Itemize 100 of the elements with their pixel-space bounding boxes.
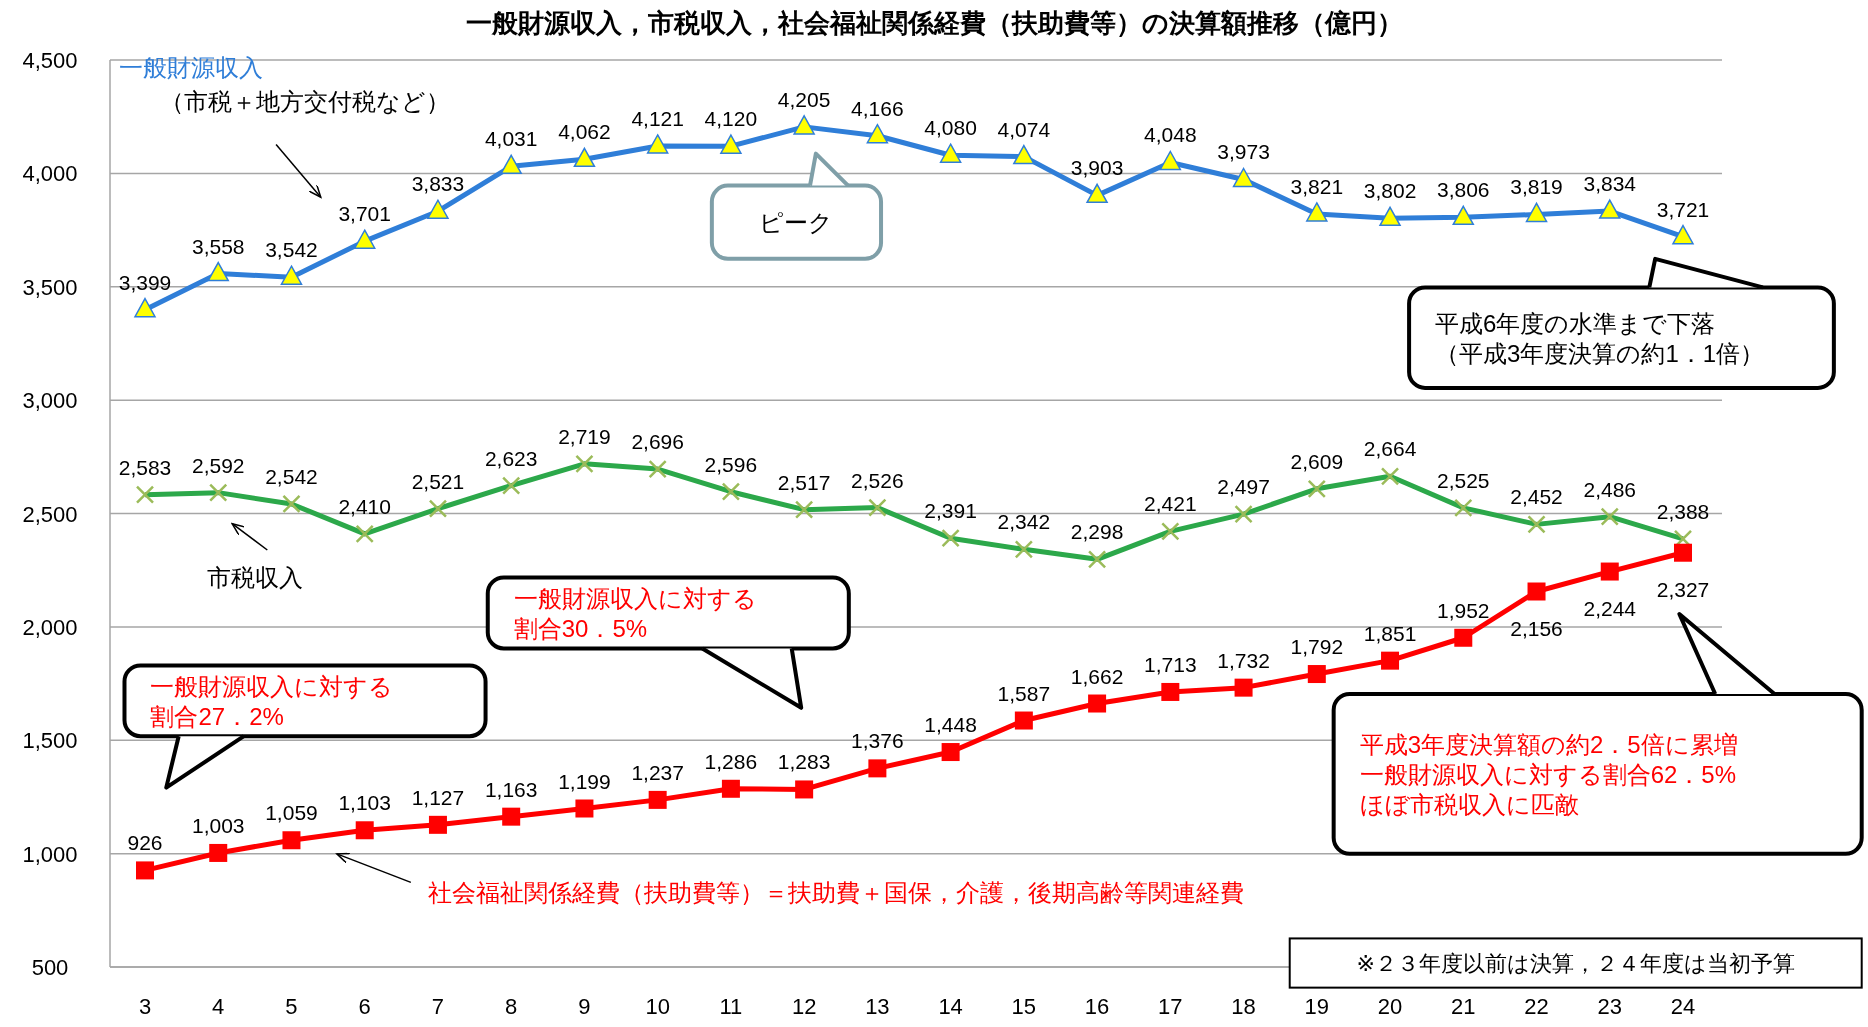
data-label: 2,623 bbox=[484, 446, 538, 470]
data-label: 4,062 bbox=[558, 120, 611, 144]
data-label: 3,806 bbox=[1437, 178, 1490, 202]
y-tick-label: 2,000 bbox=[22, 614, 78, 640]
data-label: 2,244 bbox=[1583, 596, 1637, 620]
data-label: 2,452 bbox=[1510, 485, 1563, 509]
data-label: 2,517 bbox=[777, 470, 831, 494]
y-tick-label: 3,000 bbox=[22, 388, 78, 414]
data-label: 4,048 bbox=[1144, 123, 1197, 147]
data-label: 2,526 bbox=[851, 468, 904, 492]
x-tick-label: 16 bbox=[1084, 994, 1110, 1019]
point bbox=[1379, 206, 1401, 227]
point bbox=[868, 759, 887, 778]
data-label: 4,121 bbox=[631, 106, 684, 130]
point bbox=[793, 115, 815, 135]
data-label: 2,596 bbox=[704, 452, 758, 476]
point bbox=[136, 861, 154, 880]
x-tick-label: 22 bbox=[1524, 994, 1549, 1019]
point bbox=[355, 821, 374, 840]
annotation: 一般財源収入に対する割合30．5% bbox=[513, 584, 757, 642]
data-label: 2,521 bbox=[411, 469, 465, 493]
point bbox=[1014, 711, 1033, 730]
data-label: 4,120 bbox=[704, 107, 758, 131]
data-label: 1,851 bbox=[1363, 621, 1417, 645]
point bbox=[648, 790, 667, 809]
x-tick-label: 11 bbox=[719, 994, 743, 1019]
chart-title: 一般財源収入，市税収入，社会福祉関係経費（扶助費等）の決算額推移（億円） bbox=[465, 8, 1403, 38]
data-label: 1,732 bbox=[1217, 648, 1270, 672]
y-tick-label: 4,000 bbox=[22, 161, 78, 187]
x-tick-label: 19 bbox=[1304, 994, 1330, 1019]
data-label: 4,205 bbox=[777, 87, 831, 111]
point bbox=[500, 154, 522, 175]
x-tick-label: 3 bbox=[138, 994, 152, 1019]
y-tick-label: 4,500 bbox=[22, 48, 78, 73]
data-label: 1,662 bbox=[1070, 664, 1124, 688]
data-label: 3,558 bbox=[191, 234, 245, 258]
point bbox=[282, 831, 301, 850]
y-tick-label: 1,500 bbox=[22, 728, 78, 754]
data-label: 2,410 bbox=[338, 494, 391, 518]
point bbox=[795, 780, 814, 799]
point bbox=[1381, 651, 1400, 670]
point bbox=[866, 123, 889, 144]
data-label: 2,696 bbox=[631, 430, 684, 454]
data-label: 2,298 bbox=[1070, 520, 1124, 544]
point bbox=[1525, 202, 1548, 223]
data-label: 2,609 bbox=[1290, 449, 1344, 473]
x-tick-label: 6 bbox=[358, 994, 371, 1019]
data-label: 1,448 bbox=[924, 713, 977, 737]
data-label: 1,199 bbox=[558, 769, 611, 793]
x-tick-label: 15 bbox=[1011, 994, 1037, 1019]
data-label: 4,080 bbox=[924, 116, 977, 140]
series-label: 社会福祉関係経費（扶助費等）＝扶助費＋国保，介護，後期高齢等関連経費 bbox=[428, 879, 1245, 907]
x-tick-label: 23 bbox=[1597, 994, 1622, 1019]
data-label: 1,952 bbox=[1437, 598, 1490, 622]
point bbox=[1013, 144, 1035, 165]
data-label: 1,283 bbox=[777, 750, 831, 774]
point bbox=[1088, 694, 1107, 713]
point bbox=[1306, 202, 1328, 222]
data-label: 2,342 bbox=[997, 510, 1051, 534]
x-tick-label: 21 bbox=[1451, 994, 1476, 1019]
annotation: ピーク bbox=[759, 209, 834, 237]
x-tick-label: 17 bbox=[1158, 994, 1183, 1019]
data-label: 3,903 bbox=[1070, 156, 1124, 180]
data-label: 2,583 bbox=[118, 455, 172, 479]
data-label: 3,834 bbox=[1583, 172, 1637, 196]
data-label: 3,399 bbox=[118, 270, 172, 294]
x-tick-label: 5 bbox=[285, 994, 298, 1019]
data-label: 2,592 bbox=[191, 453, 245, 477]
point bbox=[1527, 582, 1546, 601]
data-label: 3,833 bbox=[411, 172, 465, 196]
data-label: 1,286 bbox=[704, 749, 758, 773]
point bbox=[575, 799, 594, 818]
x-tick-label: 24 bbox=[1670, 994, 1696, 1019]
annotation: 平成6年度の水準まで下落（平成3年度決算の約1．1倍） bbox=[1435, 309, 1765, 367]
x-tick-label: 14 bbox=[938, 994, 963, 1019]
point bbox=[1674, 543, 1692, 562]
annotation: ※２３年度以前は決算，２４年度は当初予算 bbox=[1356, 951, 1795, 977]
data-label: 4,074 bbox=[997, 117, 1051, 141]
x-tick-label: 10 bbox=[645, 994, 670, 1019]
data-label: 2,421 bbox=[1144, 492, 1197, 516]
annotation: 一般財源収入に対する割合27．2% bbox=[150, 672, 394, 730]
point bbox=[207, 261, 229, 282]
data-label: 2,486 bbox=[1583, 477, 1637, 501]
data-label: 1,059 bbox=[265, 801, 318, 825]
point bbox=[353, 229, 376, 249]
point bbox=[428, 815, 447, 834]
data-label: 3,819 bbox=[1510, 175, 1563, 199]
point bbox=[1234, 678, 1253, 697]
data-label: 2,497 bbox=[1217, 475, 1270, 499]
point bbox=[1159, 150, 1182, 171]
data-label: 1,003 bbox=[191, 813, 245, 837]
y-tick-label: 500 bbox=[31, 955, 69, 980]
x-tick-label: 9 bbox=[578, 994, 591, 1019]
data-label: 3,701 bbox=[338, 202, 391, 226]
data-label: 1,237 bbox=[631, 760, 684, 784]
x-tick-label: 18 bbox=[1231, 994, 1256, 1019]
data-label: 3,821 bbox=[1290, 174, 1344, 198]
data-label: 1,587 bbox=[997, 681, 1051, 705]
data-label: 2,388 bbox=[1656, 499, 1710, 523]
data-label: 2,156 bbox=[1510, 616, 1563, 640]
